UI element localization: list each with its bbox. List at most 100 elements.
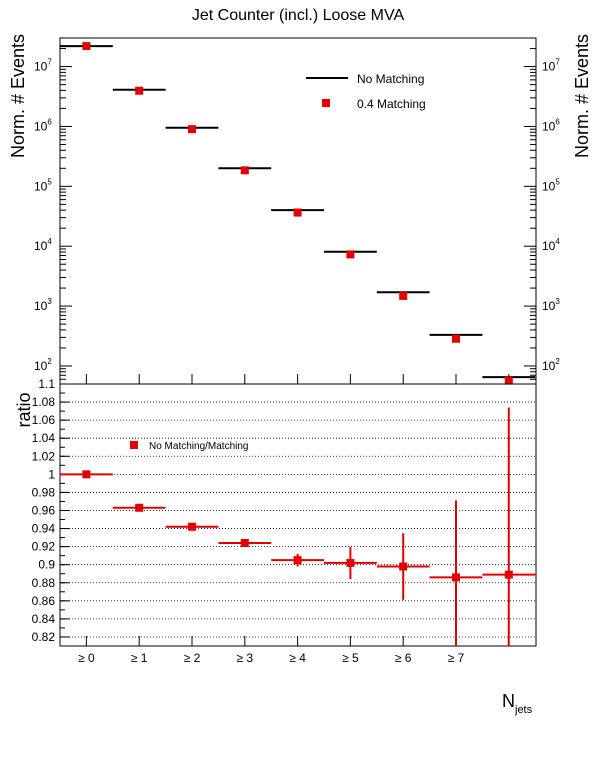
upper-y-tick-label: 104 [34, 237, 52, 253]
tick-exponent: 5 [47, 177, 52, 186]
tick-base: 10 [542, 359, 556, 373]
series-ratio [60, 407, 536, 646]
tick-base: 10 [542, 179, 556, 193]
tick-base: 10 [542, 119, 556, 133]
upper-y-tick-label-right: 107 [542, 58, 560, 74]
point-0.4-matching [452, 334, 460, 343]
upper-y-axis-label-right: Norm. # Events [572, 34, 592, 158]
lower-y-tick-label: 1.08 [32, 395, 56, 409]
x-axis-label-sub: jets [514, 704, 533, 716]
x-category-labels: ≥ 0 ≥ 1 ≥ 2 ≥ 3 ≥ 4 ≥ 5 ≥ 6 ≥ 7 [78, 651, 465, 665]
upper-y-tick-label-right: 104 [542, 237, 560, 253]
point-0.4-matching [240, 166, 249, 175]
upper-y-tick-label: 105 [34, 177, 52, 193]
tick-exponent: 5 [555, 177, 560, 186]
lower-ticks: 0.82 0.84 0.86 0.88 0.9 0.92 0.94 0.96 0.98 1 1.02… [32, 377, 510, 647]
upper-y-tick-label-right: 103 [542, 297, 560, 313]
lower-y-tick-label: 0.94 [32, 522, 56, 536]
tick-base: 10 [34, 119, 48, 133]
tick-exponent: 2 [47, 357, 52, 366]
tick-base: 10 [34, 299, 48, 313]
lower-y-tick-label: 0.82 [32, 630, 56, 644]
x-category-label: ≥ 1 [131, 651, 148, 665]
lower-y-tick-label: 1.04 [32, 431, 56, 445]
lower-y-tick-label: 0.84 [32, 612, 56, 626]
x-category-label: ≥ 6 [395, 651, 412, 665]
lower-y-tick-label: 0.92 [32, 540, 56, 554]
ratio-point [135, 503, 144, 512]
tick-exponent: 4 [555, 237, 560, 246]
tick-exponent: 4 [47, 237, 52, 246]
lower-y-tick-label: 1.02 [32, 449, 56, 463]
point-0.4-matching [504, 376, 513, 385]
point-0.4-matching [188, 125, 196, 134]
ratio-point [346, 558, 355, 567]
ratio-point [240, 539, 249, 548]
upper-y-tick-label: 103 [34, 297, 52, 313]
ratio-point [504, 570, 513, 579]
upper-y-axis-label: Norm. # Events [8, 34, 28, 158]
point-0.4-matching [82, 42, 91, 51]
point-0.4-matching [399, 291, 408, 300]
legend-label-ratio: No Matching/Matching [149, 441, 249, 452]
upper-y-tick-label: 107 [34, 58, 52, 74]
x-axis-label: Njets [502, 691, 533, 716]
lower-y-tick-label: 1 [48, 467, 55, 481]
legend-label-no-matching: No Matching [357, 72, 424, 86]
upper-legend: No Matching 0.4 Matching [306, 72, 426, 111]
lower-y-tick-label: 0.96 [32, 503, 56, 517]
point-0.4-matching [135, 86, 144, 95]
ratio-point [399, 562, 408, 571]
lower-legend: No Matching/Matching [130, 441, 249, 452]
point-0.4-matching [346, 250, 355, 259]
x-category-label: ≥ 2 [184, 651, 201, 665]
lower-y-tick-label: 0.88 [32, 576, 56, 590]
tick-base: 10 [542, 60, 556, 74]
tick-exponent: 7 [47, 58, 52, 67]
tick-base: 10 [34, 179, 48, 193]
lower-panel: ratio 0.82 0.84 0.86 0.88 0.9 0.92 0.94 0.96 0.9… [14, 377, 537, 716]
legend-marker-matching [322, 99, 330, 107]
tick-exponent: 3 [47, 297, 52, 306]
tick-base: 10 [542, 299, 556, 313]
lower-y-tick-label: 1.06 [32, 413, 56, 427]
tick-exponent: 2 [555, 357, 560, 366]
upper-y-tick-label-right: 106 [542, 117, 560, 133]
x-category-label: ≥ 3 [237, 651, 254, 665]
x-category-label: ≥ 4 [289, 651, 306, 665]
x-axis-label-main: N [502, 691, 515, 711]
ratio-point [188, 522, 196, 531]
ratio-point [452, 573, 460, 582]
tick-exponent: 3 [555, 297, 560, 306]
lower-y-tick-label: 0.86 [32, 594, 56, 608]
lower-y-axis-label: ratio [14, 392, 34, 427]
lower-y-tick-label: 0.9 [38, 558, 55, 572]
x-category-label: ≥ 7 [448, 651, 465, 665]
tick-exponent: 7 [555, 58, 560, 67]
x-category-label: ≥ 5 [342, 651, 359, 665]
tick-base: 10 [34, 359, 48, 373]
upper-y-tick-label-right: 102 [542, 357, 560, 373]
upper-y-tick-label: 102 [34, 357, 52, 373]
tick-exponent: 6 [47, 117, 52, 126]
lower-grid [60, 383, 536, 638]
ratio-point [82, 470, 91, 479]
tick-base: 10 [34, 60, 48, 74]
lower-frame [59, 383, 537, 647]
legend-label-matching: 0.4 Matching [357, 97, 426, 111]
lower-y-tick-label: 0.98 [32, 485, 56, 499]
chart-title: Jet Counter (incl.) Loose MVA [192, 7, 405, 24]
legend-marker-ratio [130, 441, 138, 449]
point-0.4-matching [293, 208, 302, 217]
upper-y-tick-label-right: 105 [542, 177, 560, 193]
lower-y-tick-label: 1.1 [38, 377, 55, 391]
tick-base: 10 [542, 239, 556, 253]
tick-exponent: 6 [555, 117, 560, 126]
ratio-point [293, 556, 302, 565]
upper-y-tick-label: 106 [34, 117, 52, 133]
tick-base: 10 [34, 239, 48, 253]
x-category-label: ≥ 0 [78, 651, 95, 665]
